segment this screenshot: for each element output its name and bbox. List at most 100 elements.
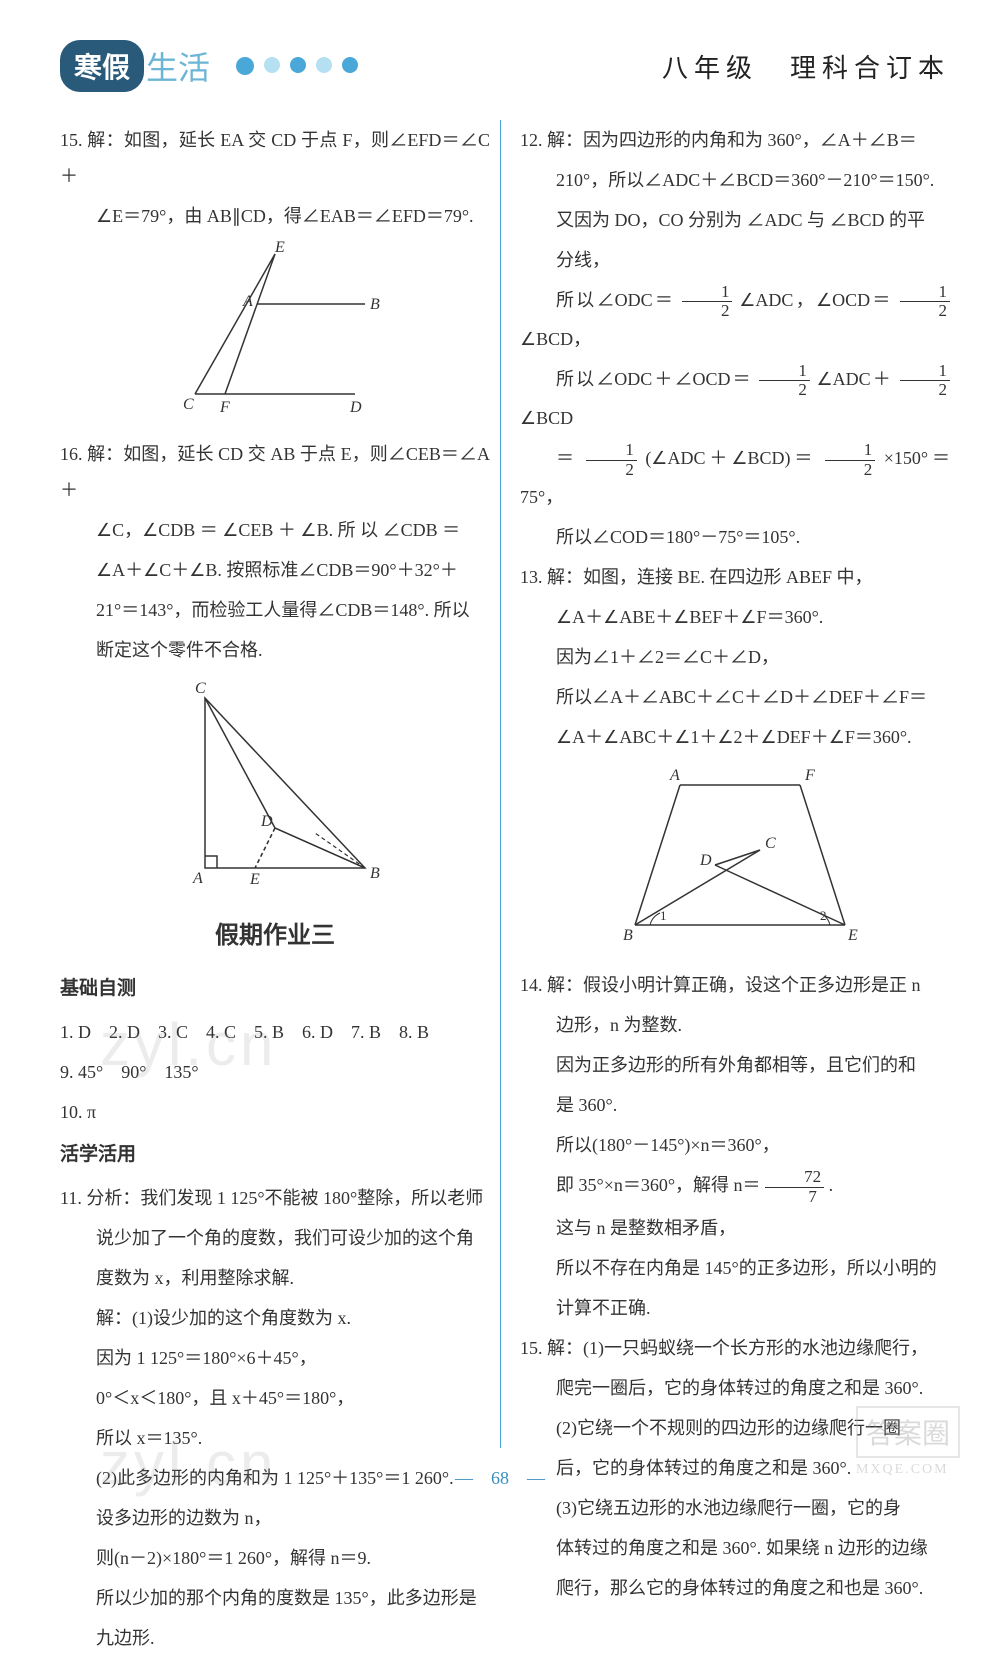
fraction: 12	[759, 362, 810, 400]
text: (∠ADC＋∠BCD)＝	[645, 448, 816, 468]
section-title: 假期作业三	[60, 912, 490, 960]
q13-line: 所以∠A＋∠ABC＋∠C＋∠D＋∠DEF＋∠F＝	[520, 679, 950, 715]
figure-2-svg: A B C D E	[165, 678, 385, 888]
q16-line: ∠C，∠CDB ＝ ∠CEB ＋ ∠B. 所 以 ∠CDB ＝	[60, 512, 490, 548]
q14-line: 边形，n 为整数.	[520, 1007, 950, 1043]
text: 所以∠ODC＝	[556, 290, 675, 310]
header-dots	[236, 57, 358, 75]
q14-line: 所以(180°－145°)×n＝360°，	[520, 1127, 950, 1163]
answers-line: 9. 45° 90° 135°	[60, 1054, 490, 1090]
fig-label: F	[804, 767, 815, 784]
fig-label: A	[669, 767, 680, 784]
header-right: 八年级 理科合订本	[662, 48, 950, 85]
dot	[342, 57, 358, 73]
q15-line: ∠E＝79°，由 AB∥CD，得∠EAB＝∠EFD＝79°.	[60, 198, 490, 234]
fraction: 12	[900, 283, 951, 321]
q12-line: 所以∠ODC＝ 12 ∠ADC，∠OCD＝ 12 ∠BCD，	[520, 282, 950, 357]
fig-label: B	[370, 865, 380, 882]
fig-label: E	[274, 239, 285, 256]
answers-line: 1. D 2. D 3. C 4. C 5. B 6. D 7. B 8. B	[60, 1014, 490, 1050]
fraction: 12	[825, 441, 876, 479]
q12-line: 所以∠ODC＋∠OCD＝ 12 ∠ADC＋ 12 ∠BCD	[520, 361, 950, 436]
fig-label: A	[242, 293, 253, 310]
text: ∠ADC，∠OCD＝	[739, 290, 892, 310]
q12-line: 210°，所以∠ADC＋∠BCD＝360°－210°＝150°.	[520, 162, 950, 198]
figure-1: E A B C F D	[60, 244, 490, 426]
page-footer: — 68 —	[0, 1464, 1000, 1490]
page-number: 68	[491, 1468, 509, 1488]
left-column: 15. 解：如图，延长 EA 交 CD 于点 F，则∠EFD＝∠C＋ ∠E＝79…	[60, 122, 490, 1660]
q14-line: 计算不正确.	[520, 1290, 950, 1326]
q11-line: 所以少加的那个内角的度数是 135°，此多边形是	[60, 1580, 490, 1616]
text: ∠BCD	[520, 408, 573, 428]
fig-label: 1	[660, 908, 667, 923]
text: ∠ADC＋	[817, 369, 893, 389]
fig-label: E	[249, 871, 260, 888]
q11-line: 因为 1 125°＝180°×6＋45°，	[60, 1340, 490, 1376]
figure-3: A F B E C D 1 2	[520, 765, 950, 957]
q15r-line: 15. 解：(1)一只蚂蚁绕一个长方形的水池边缘爬行，	[520, 1330, 950, 1366]
fig-label: E	[847, 927, 858, 944]
text: ∠BCD，	[520, 329, 591, 349]
q15r-line: 爬行，那么它的身体转过的角度之和也是 360°.	[520, 1570, 950, 1606]
dot	[236, 57, 254, 75]
q14-line: 是 360°.	[520, 1087, 950, 1123]
stamp-main: 答案圈	[856, 1406, 960, 1458]
q12-line: 又因为 DO，CO 分别为 ∠ADC 与 ∠BCD 的平	[520, 202, 950, 238]
fraction: 12	[682, 283, 733, 321]
fig-label: A	[192, 870, 203, 887]
text: .	[829, 1175, 834, 1195]
page: 寒假 生活 八年级 理科合订本 15. 解：如图，延长 EA 交 CD 于点 F…	[0, 0, 1000, 1508]
sub-heading: 活学活用	[60, 1136, 490, 1174]
q11-line: 则(n－2)×180°＝1 260°，解得 n＝9.	[60, 1540, 490, 1576]
text: 所以∠ODC＋∠OCD＝	[556, 369, 753, 389]
q14-line: 14. 解：假设小明计算正确，设这个正多边形是正 n	[520, 967, 950, 1003]
q11-line: 设多边形的边数为 n，	[60, 1500, 490, 1536]
q16-line: 16. 解：如图，延长 CD 交 AB 于点 E，则∠CEB＝∠A＋	[60, 436, 490, 508]
q11-line: 解：(1)设少加的这个角度数为 x.	[60, 1300, 490, 1336]
fig-label: C	[183, 396, 194, 413]
dot	[264, 57, 280, 73]
fraction: 727	[765, 1168, 824, 1206]
fig-label: D	[699, 852, 712, 869]
q15r-line: 爬完一圈后，它的身体转过的角度之和是 360°.	[520, 1370, 950, 1406]
content-columns: 15. 解：如图，延长 EA 交 CD 于点 F，则∠EFD＝∠C＋ ∠E＝79…	[60, 122, 950, 1660]
fig-label: F	[219, 399, 230, 416]
fig-label: B	[370, 296, 380, 313]
q11-line: 所以 x＝135°.	[60, 1420, 490, 1456]
dot	[316, 57, 332, 73]
q15-line: 15. 解：如图，延长 EA 交 CD 于点 F，则∠EFD＝∠C＋	[60, 122, 490, 194]
logo-bubble: 寒假	[60, 40, 144, 92]
answers-line: 10. π	[60, 1094, 490, 1130]
q13-line: ∠A＋∠ABE＋∠BEF＋∠F＝360°.	[520, 599, 950, 635]
q13-line: ∠A＋∠ABC＋∠1＋∠2＋∠DEF＋∠F＝360°.	[520, 719, 950, 755]
figure-2: A B C D E	[60, 678, 490, 900]
q11-line: 11. 分析：我们发现 1 125°不能被 180°整除，所以老师	[60, 1180, 490, 1216]
fraction: 12	[900, 362, 951, 400]
q14-line: 这与 n 是整数相矛盾，	[520, 1210, 950, 1246]
q15r-line: 体转过的角度之和是 360°. 如果绕 n 边形的边缘	[520, 1530, 950, 1566]
q11-line: 0°＜x＜180°，且 x＋45°＝180°，	[60, 1380, 490, 1416]
q12-line: ＝ 12 (∠ADC＋∠BCD)＝ 12 ×150°＝75°，	[520, 440, 950, 515]
text: ＝	[556, 448, 578, 468]
q16-line: 断定这个零件不合格.	[60, 632, 490, 668]
fig-label: C	[195, 680, 206, 697]
fraction: 12	[586, 441, 637, 479]
q16-line: 21°＝143°，而检验工人量得∠CDB＝148°. 所以	[60, 592, 490, 628]
q14-line: 即 35°×n＝360°，解得 n＝ 727 .	[520, 1167, 950, 1206]
fig-label: D	[349, 399, 362, 416]
fig-label: B	[623, 927, 633, 944]
text: 即 35°×n＝360°，解得 n＝	[556, 1175, 761, 1195]
q12-line: 分线，	[520, 242, 950, 278]
fig-label: 2	[820, 908, 827, 923]
q12-line: 12. 解：因为四边形的内角和为 360°，∠A＋∠B＝	[520, 122, 950, 158]
q14-line: 所以不存在内角是 145°的正多边形，所以小明的	[520, 1250, 950, 1286]
sub-heading: 基础自测	[60, 970, 490, 1008]
q11-line: 说少加了一个角的度数，我们可设少加的这个角	[60, 1220, 490, 1256]
figure-1-svg: E A B C F D	[165, 244, 385, 414]
q12-line: 所以∠COD＝180°－75°＝105°.	[520, 519, 950, 555]
q13-line: 因为∠1＋∠2＝∠C＋∠D，	[520, 639, 950, 675]
fig-label: C	[765, 835, 776, 852]
q13-line: 13. 解：如图，连接 BE. 在四边形 ABEF 中，	[520, 559, 950, 595]
fig-label: D	[260, 813, 273, 830]
